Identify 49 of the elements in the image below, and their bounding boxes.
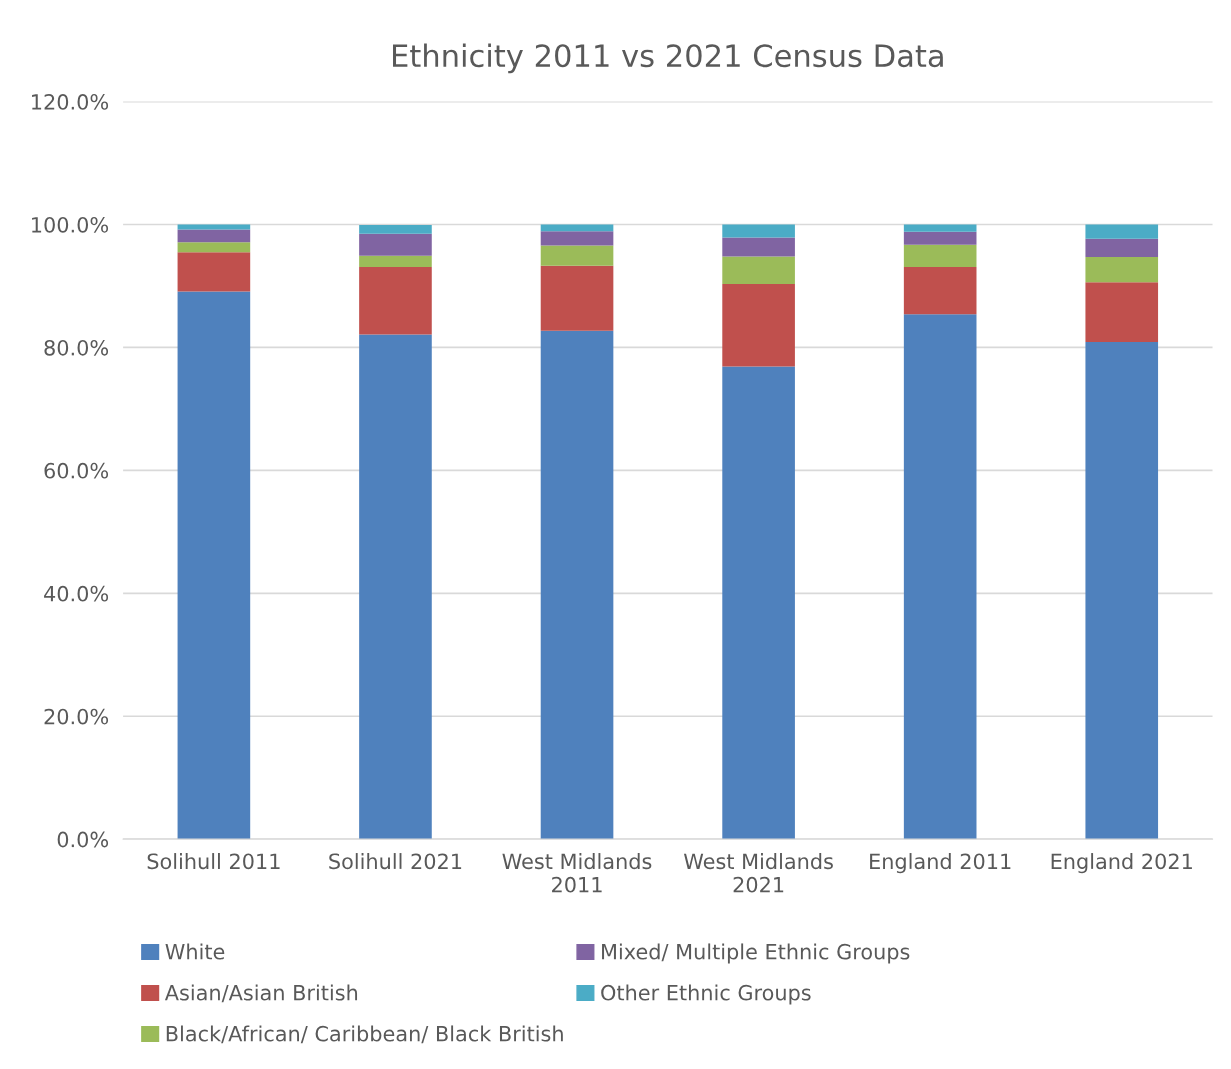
y-tick-label: 80.0%: [44, 339, 109, 356]
bar: [359, 334, 432, 840]
bar: [1085, 341, 1159, 840]
bar: [540, 224, 614, 232]
bar: [903, 231, 977, 245]
bar: [359, 266, 432, 335]
bar: [540, 231, 614, 246]
bar: [359, 255, 432, 267]
x-tick-label: Solihull 2011: [147, 853, 280, 870]
bar: [1085, 257, 1159, 283]
bar: [177, 242, 251, 253]
bar: [177, 224, 251, 230]
bar: [903, 314, 977, 840]
bar: [903, 244, 977, 267]
bar: [722, 284, 795, 367]
x-tick-label: West Midlands 2021: [683, 853, 833, 893]
bar: [722, 237, 795, 257]
y-tick-label: 100.0%: [32, 216, 109, 233]
bar: [722, 256, 795, 285]
bar: [722, 366, 795, 840]
chart-title: Ethnicity 2011 vs 2021 Census Data: [393, 43, 943, 74]
x-tick-label: England 2011: [870, 853, 1011, 874]
bar: [1085, 238, 1159, 258]
bar: [177, 291, 251, 840]
bar: [177, 229, 251, 243]
x-tick-label: England 2021: [1051, 853, 1192, 874]
bar: [177, 252, 251, 292]
legend-label: Mixed/ Multiple Ethnic Groups: [602, 943, 910, 964]
x-tick-label: Solihull 2021: [329, 853, 462, 870]
legend-label: Asian/Asian British: [164, 984, 358, 1003]
bar: [540, 245, 614, 266]
bar: [1085, 282, 1159, 342]
bar: [540, 330, 614, 840]
y-tick-label: 60.0%: [44, 462, 109, 479]
bar: [359, 225, 432, 234]
y-tick-label: 0.0%: [57, 831, 109, 848]
bar: [722, 224, 795, 238]
bar: [359, 233, 432, 256]
legend-label: White: [165, 943, 225, 960]
y-tick-label: 120.0%: [32, 94, 109, 110]
bar: [540, 265, 614, 331]
legend-label: Other Ethnic Groups: [601, 984, 811, 1005]
y-tick-label: 40.0%: [44, 585, 109, 602]
bar: [903, 266, 977, 315]
x-tick-label: West Midlands 2011: [502, 853, 652, 893]
y-tick-label: 20.0%: [44, 708, 109, 725]
legend-label: Black/African/ Caribbean/ Black British: [166, 1025, 563, 1044]
bar: [1085, 224, 1159, 239]
bar: [903, 224, 977, 232]
